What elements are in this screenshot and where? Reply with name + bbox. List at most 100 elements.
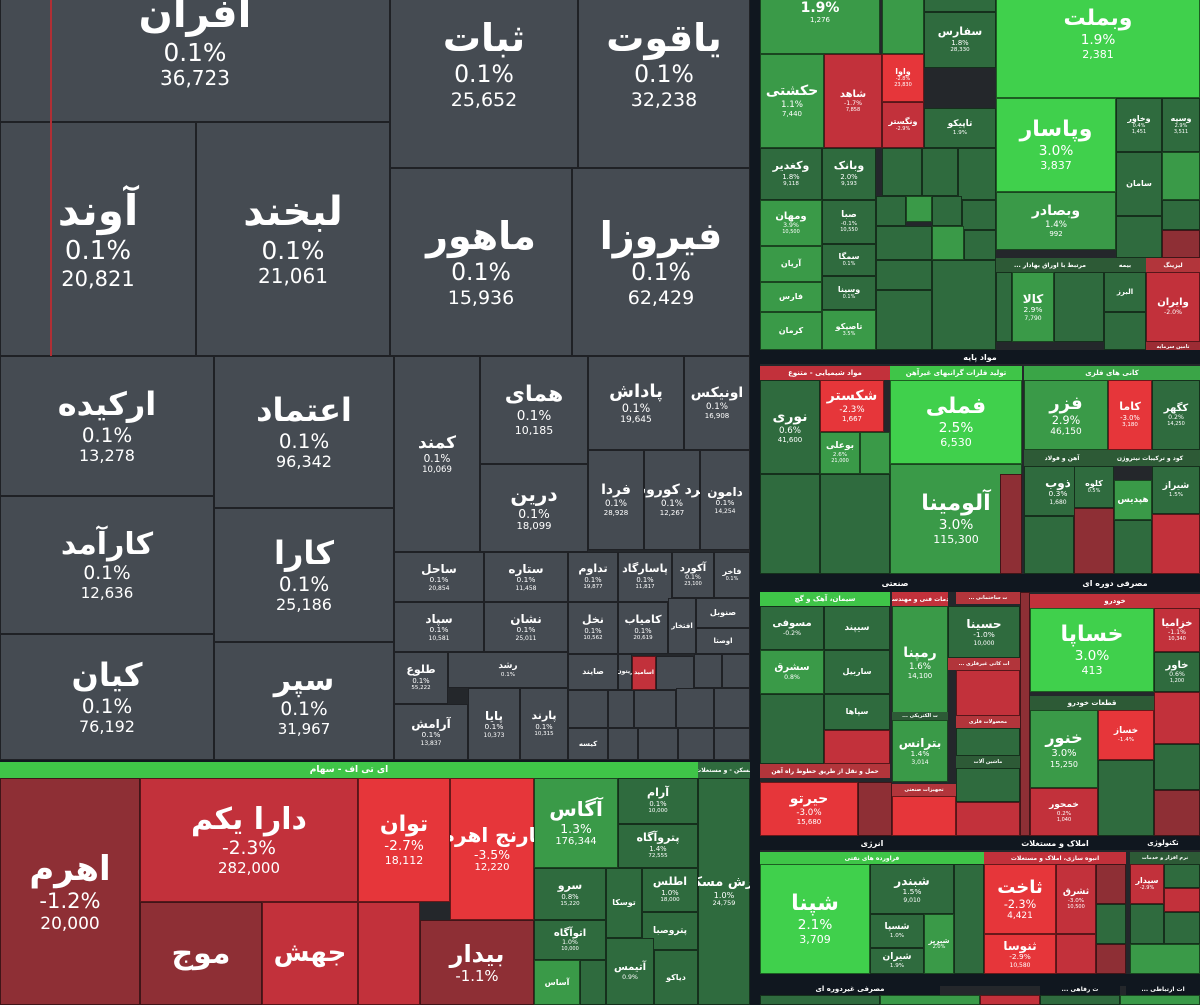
stock-vpasar[interactable]: وپاسار 3.0% 3,837	[996, 98, 1116, 192]
fund-fakher[interactable]: فاخر 0.1%	[714, 552, 750, 598]
minor-tile[interactable]	[964, 230, 996, 260]
minor-tile[interactable]	[656, 656, 694, 690]
minor-tile[interactable]	[932, 196, 962, 226]
minor-tile[interactable]	[1164, 888, 1200, 912]
stock-sepaha[interactable]: سپاها	[824, 694, 890, 730]
minor-tile[interactable]	[1000, 474, 1022, 574]
minor-tile[interactable]	[1130, 944, 1200, 974]
fund-tolou[interactable]: طلوع 0.1% 55,222	[394, 652, 448, 704]
stock-vbmellat[interactable]: وبملت 1.9% 2,381	[996, 0, 1200, 98]
minor-tile[interactable]	[1162, 230, 1200, 258]
minor-tile[interactable]	[956, 768, 1020, 802]
stock-vghadir[interactable]: وکغدیر 1.8% 9,118	[760, 148, 822, 200]
fund-yaghoot[interactable]: یاقوت 0.1% 32,238	[578, 0, 750, 168]
minor-tile[interactable]	[892, 796, 956, 836]
fund-setareh[interactable]: ستاره 0.1% 11,458	[484, 552, 568, 602]
minor-tile[interactable]	[1056, 934, 1096, 974]
minor-tile[interactable]	[880, 995, 980, 1005]
etf-diako[interactable]: دیاکو	[654, 950, 698, 1005]
minor-tile[interactable]	[956, 802, 1020, 836]
fund-sahel[interactable]: ساحل 0.1% 20,854	[394, 552, 484, 602]
minor-tile[interactable]	[860, 432, 890, 474]
stock-saba[interactable]: صبا -0.1% 10,550	[822, 200, 876, 244]
fund-kara[interactable]: کارا 0.1% 25,186	[214, 508, 394, 642]
stock-alborz[interactable]: البرز	[1104, 272, 1146, 312]
stock-arian[interactable]: آریان	[760, 246, 822, 282]
minor-tile[interactable]	[638, 728, 678, 760]
etf-sarv[interactable]: سرو 0.8% 15,220	[534, 868, 606, 920]
fund-neshan[interactable]: نشان 0.1% 25,011	[484, 602, 568, 652]
minor-tile[interactable]	[858, 782, 892, 836]
stock-sanosa[interactable]: ثنوسا -2.9% 10,580	[984, 934, 1056, 974]
minor-tile[interactable]	[1120, 995, 1200, 1005]
minor-tile[interactable]	[608, 728, 638, 760]
minor-tile[interactable]	[678, 728, 714, 760]
fund-zomorod[interactable]: زمرد کوروش0.1%12,267	[644, 450, 700, 550]
fund-osta[interactable]: اوصتا	[696, 628, 750, 654]
minor-tile[interactable]	[956, 728, 1020, 756]
minor-tile[interactable]	[580, 960, 606, 1005]
fund-accord[interactable]: آکورد 0.1% 23,100	[672, 552, 714, 598]
minor-tile[interactable]	[876, 290, 932, 350]
fund-darin[interactable]: درین 0.1% 18,099	[480, 464, 588, 552]
stock-sfars[interactable]: سفارس 1.8% 28,330	[924, 12, 996, 68]
minor-tile[interactable]	[1154, 692, 1200, 744]
minor-tile[interactable]	[980, 995, 1040, 1005]
fund-mahoor[interactable]: ماهور 0.1% 15,936	[390, 168, 572, 356]
stock-sidar[interactable]: سیدار -2.9%	[1130, 864, 1164, 904]
stock-tapiko[interactable]: تاپیکو 1.9%	[924, 108, 996, 148]
stock-hasina[interactable]: حسینا -1.0% 10,000	[948, 606, 1020, 658]
minor-tile[interactable]	[1098, 760, 1154, 836]
fund-sabat[interactable]: ثبات 0.1% 25,652	[390, 0, 578, 168]
stock-sharq[interactable]: سشرق 0.8%	[760, 650, 824, 694]
stock-noori[interactable]: نوری 0.6% 41,600	[760, 380, 820, 474]
stock-fameli[interactable]: فملی 2.5% 6,530	[890, 380, 1022, 464]
stock-khnoor[interactable]: خنور 3.0% 15,250	[1030, 710, 1098, 788]
minor-tile[interactable]	[962, 200, 996, 230]
stock-shekastar[interactable]: شکستر -2.3% 1,667	[820, 380, 884, 432]
stock-vkhavar[interactable]: وخاور 0.4% 1,451	[1116, 98, 1162, 152]
minor-tile[interactable]	[1162, 200, 1200, 230]
stock-vsina[interactable]: وسینا 0.1%	[822, 276, 876, 310]
fund-pasargad[interactable]: پاسارگاد 0.1% 11,817	[618, 552, 672, 602]
minor-tile[interactable]	[760, 694, 824, 764]
minor-tile[interactable]	[358, 902, 420, 1005]
stock-samga[interactable]: سمگا 0.1%	[822, 244, 876, 276]
minor-tile[interactable]	[760, 995, 880, 1005]
fund-aramesh[interactable]: آرامش 0.1% 13,837	[394, 704, 468, 760]
stock-hapdis[interactable]: هپدیس	[1114, 480, 1152, 520]
stock-kala[interactable]: کالا 2.9% 7,790	[1012, 272, 1054, 342]
stock-kerman[interactable]: کرمان	[760, 312, 822, 350]
minor-tile[interactable]	[714, 728, 750, 760]
minor-tile[interactable]	[824, 730, 890, 764]
minor-tile[interactable]	[1162, 152, 1200, 200]
stock-boali[interactable]: بوعلی 2.6% 21,000	[820, 432, 860, 474]
stock-sarbil[interactable]: ساربیل	[824, 650, 890, 694]
minor-tile[interactable]	[932, 260, 996, 350]
minor-tile[interactable]	[1040, 995, 1120, 1005]
minor-tile[interactable]	[1074, 508, 1114, 574]
fund-kise[interactable]: کیسه	[568, 728, 608, 760]
minor-tile[interactable]	[760, 474, 820, 574]
minor-tile[interactable]	[954, 864, 984, 974]
etf-aram[interactable]: آرام 0.1% 10,000	[618, 778, 698, 824]
etf-maskan[interactable]: ارزش مسکن1.0%24,759	[698, 778, 750, 1005]
stock-shapna[interactable]: شپنا 2.1% 3,709	[760, 864, 870, 974]
minor-tile[interactable]	[1024, 516, 1074, 574]
minor-tile[interactable]	[820, 474, 890, 574]
etf-dara[interactable]: دارا یکم -2.3% 282,000	[140, 778, 358, 902]
stock-khsaz[interactable]: خساز -1.4%	[1098, 710, 1154, 760]
minor-tile[interactable]	[608, 690, 634, 728]
minor-tile[interactable]	[876, 260, 932, 290]
stock-tapsiko[interactable]: تاصیکو 3.5%	[822, 310, 876, 350]
fund-parand[interactable]: پارند 0.1% 10,315	[520, 688, 568, 760]
minor-tile[interactable]	[1104, 312, 1146, 350]
minor-tile[interactable]	[932, 226, 964, 260]
stock-khmehvar[interactable]: خمحور 0.2% 1,040	[1030, 788, 1098, 836]
stock-sharq[interactable]: ثشرق -3.0% 10,500	[1056, 864, 1096, 934]
stock-saman[interactable]: سامان	[1116, 152, 1162, 216]
fund-padash[interactable]: پاداش 0.1% 19,645	[588, 356, 684, 450]
stock-shiraz[interactable]: شیراز 1.5%	[1152, 466, 1200, 514]
minor-tile[interactable]	[1096, 904, 1126, 944]
minor-tile[interactable]	[1054, 272, 1104, 342]
